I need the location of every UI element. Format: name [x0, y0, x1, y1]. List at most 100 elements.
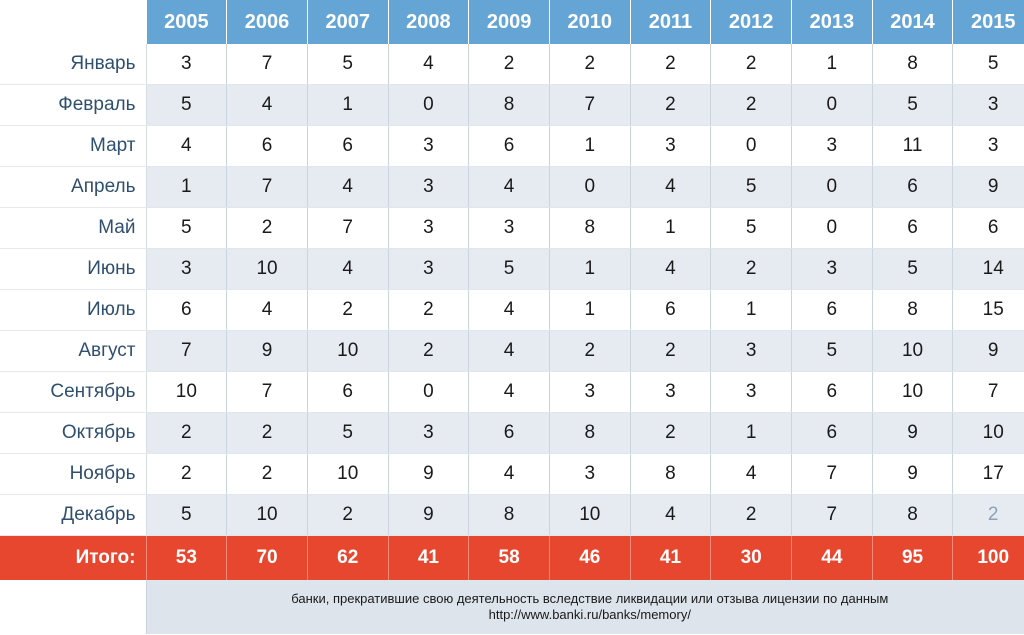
value-cell: 5: [711, 208, 792, 249]
value-cell: 3: [146, 44, 227, 85]
value-cell: 2: [388, 290, 469, 331]
value-cell: 3: [388, 249, 469, 290]
total-cell: 41: [630, 536, 711, 581]
value-cell: 1: [630, 208, 711, 249]
value-cell: 10: [307, 454, 388, 495]
value-cell: 10: [872, 331, 953, 372]
value-cell: 2: [227, 208, 308, 249]
value-cell: 6: [872, 208, 953, 249]
value-cell: 8: [872, 495, 953, 536]
value-cell: 4: [630, 495, 711, 536]
value-cell: 6: [792, 290, 873, 331]
value-cell: 9: [872, 454, 953, 495]
value-cell: 1: [549, 249, 630, 290]
value-cell: 0: [711, 126, 792, 167]
value-cell: 4: [227, 290, 308, 331]
value-cell: 2: [388, 331, 469, 372]
month-label: Февраль: [0, 85, 146, 126]
value-cell: 1: [792, 44, 873, 85]
value-cell: 0: [792, 208, 873, 249]
value-cell: 11: [872, 126, 953, 167]
total-cell: 30: [711, 536, 792, 581]
value-cell: 5: [146, 85, 227, 126]
total-cell: 95: [872, 536, 953, 581]
total-cell: 53: [146, 536, 227, 581]
value-cell: 6: [872, 167, 953, 208]
value-cell: 3: [146, 249, 227, 290]
value-cell: 10: [549, 495, 630, 536]
value-cell: 17: [953, 454, 1024, 495]
value-cell: 8: [549, 413, 630, 454]
value-cell: 10: [872, 372, 953, 413]
header-corner: [0, 0, 146, 44]
value-cell: 7: [307, 208, 388, 249]
value-cell: 4: [711, 454, 792, 495]
year-header: 2011: [630, 0, 711, 44]
value-cell: 8: [469, 85, 550, 126]
value-cell: 1: [711, 413, 792, 454]
value-cell: 4: [469, 372, 550, 413]
value-cell: 1: [549, 126, 630, 167]
value-cell: 6: [953, 208, 1024, 249]
year-header: 2015: [953, 0, 1024, 44]
value-cell: 8: [549, 208, 630, 249]
year-header: 2012: [711, 0, 792, 44]
value-cell: 15: [953, 290, 1024, 331]
value-cell: 5: [953, 44, 1024, 85]
value-cell: 2: [711, 44, 792, 85]
value-cell: 1: [549, 290, 630, 331]
value-cell: 6: [227, 126, 308, 167]
value-cell: 7: [146, 331, 227, 372]
value-cell: 9: [953, 167, 1024, 208]
value-cell: 8: [630, 454, 711, 495]
month-label: Август: [0, 331, 146, 372]
total-label: Итого:: [0, 536, 146, 581]
value-cell: 9: [388, 454, 469, 495]
value-cell: 2: [630, 331, 711, 372]
value-cell: 0: [792, 167, 873, 208]
month-label: Июнь: [0, 249, 146, 290]
value-cell: 9: [227, 331, 308, 372]
value-cell: 0: [388, 372, 469, 413]
value-cell: 4: [307, 249, 388, 290]
value-cell: 5: [307, 44, 388, 85]
month-label: Декабрь: [0, 495, 146, 536]
value-cell: 1: [307, 85, 388, 126]
value-cell: 10: [146, 372, 227, 413]
value-cell: 8: [872, 290, 953, 331]
total-row: Итого: 53 70 62 41 58 46 41 30 44 95 100: [0, 536, 1024, 581]
value-cell: 2: [307, 290, 388, 331]
header-row: 2005 2006 2007 2008 2009 2010 2011 2012 …: [0, 0, 1024, 44]
value-cell: 6: [630, 290, 711, 331]
value-cell: 3: [792, 126, 873, 167]
value-cell: 2: [953, 495, 1024, 536]
value-cell: 4: [227, 85, 308, 126]
year-header: 2009: [469, 0, 550, 44]
year-header: 2006: [227, 0, 308, 44]
value-cell: 4: [630, 249, 711, 290]
value-cell: 2: [630, 85, 711, 126]
value-cell: 6: [792, 372, 873, 413]
value-cell: 4: [630, 167, 711, 208]
value-cell: 10: [953, 413, 1024, 454]
value-cell: 2: [711, 85, 792, 126]
footnote: банки, прекратившие свою деятельность вс…: [146, 580, 1024, 635]
value-cell: 6: [469, 413, 550, 454]
value-cell: 7: [227, 44, 308, 85]
value-cell: 7: [227, 167, 308, 208]
total-cell: 100: [953, 536, 1024, 581]
year-header: 2014: [872, 0, 953, 44]
value-cell: 3: [792, 249, 873, 290]
value-cell: 3: [549, 454, 630, 495]
value-cell: 2: [549, 331, 630, 372]
value-cell: 4: [146, 126, 227, 167]
value-cell: 3: [469, 208, 550, 249]
month-label: Ноябрь: [0, 454, 146, 495]
